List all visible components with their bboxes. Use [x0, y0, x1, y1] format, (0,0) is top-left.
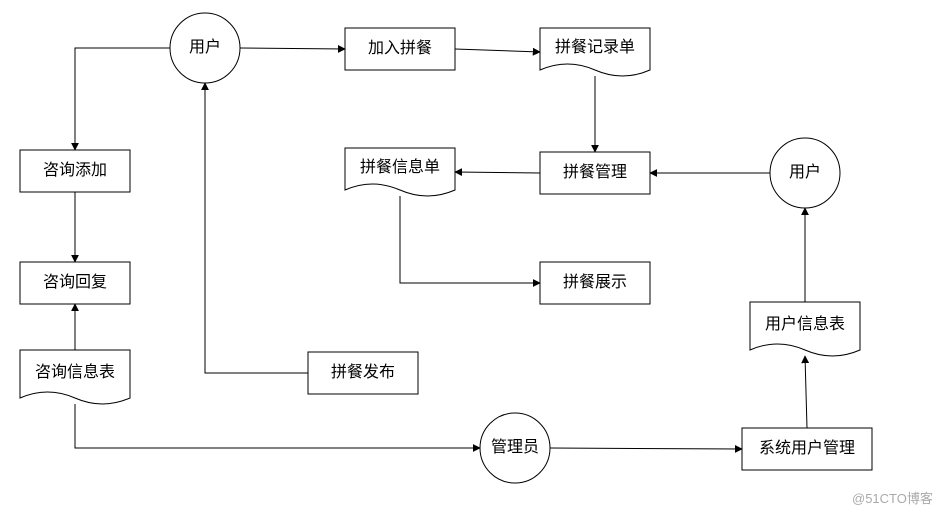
node-label: 拼餐管理: [563, 163, 627, 182]
node-label: 咨询添加: [43, 161, 107, 180]
node-consult_table: 咨询信息表: [20, 350, 130, 404]
node-label: 拼餐发布: [331, 363, 395, 382]
edge-publish-user1: [205, 83, 308, 373]
edge-sys_user_mgmt-user_table: [805, 356, 807, 428]
node-consult_reply: 咨询回复: [20, 262, 130, 304]
node-label: 用户信息表: [765, 315, 845, 334]
node-label: 用户: [789, 163, 821, 182]
edge-user1-consult_add: [75, 48, 170, 150]
edge-manage-info_sheet: [455, 172, 540, 173]
node-label: 拼餐记录单: [555, 38, 635, 57]
node-publish: 拼餐发布: [308, 352, 418, 394]
edge-admin-sys_user_mgmt: [550, 448, 742, 449]
edge-info_sheet-display: [400, 196, 540, 283]
node-display: 拼餐展示: [540, 262, 650, 304]
node-sys_user_mgmt: 系统用户管理: [742, 428, 872, 470]
diagram-canvas: @51CTO博客 用户用户管理员加入拼餐拼餐记录单咨询添加拼餐信息单拼餐管理咨询…: [0, 0, 939, 501]
node-user2: 用户: [770, 138, 840, 208]
node-label: 系统用户管理: [759, 439, 855, 458]
edge-join-record: [455, 49, 540, 52]
node-label: 管理员: [491, 438, 539, 457]
node-user_table: 用户信息表: [750, 302, 860, 356]
diagram-svg: [0, 0, 939, 501]
node-join: 加入拼餐: [345, 28, 455, 70]
node-record: 拼餐记录单: [540, 28, 650, 76]
node-label: 拼餐信息单: [360, 158, 440, 177]
node-label: 加入拼餐: [368, 39, 432, 58]
edge-consult_table-admin: [75, 404, 480, 448]
node-label: 咨询信息表: [35, 363, 115, 382]
node-admin: 管理员: [480, 413, 550, 483]
node-label: 用户: [189, 38, 221, 57]
edge-user1-join: [240, 48, 345, 49]
node-label: 拼餐展示: [563, 273, 627, 292]
node-consult_add: 咨询添加: [20, 150, 130, 192]
node-label: 咨询回复: [43, 273, 107, 292]
watermark: @51CTO博客: [852, 488, 933, 507]
node-user1: 用户: [170, 13, 240, 83]
node-manage: 拼餐管理: [540, 152, 650, 194]
node-info_sheet: 拼餐信息单: [345, 148, 455, 196]
